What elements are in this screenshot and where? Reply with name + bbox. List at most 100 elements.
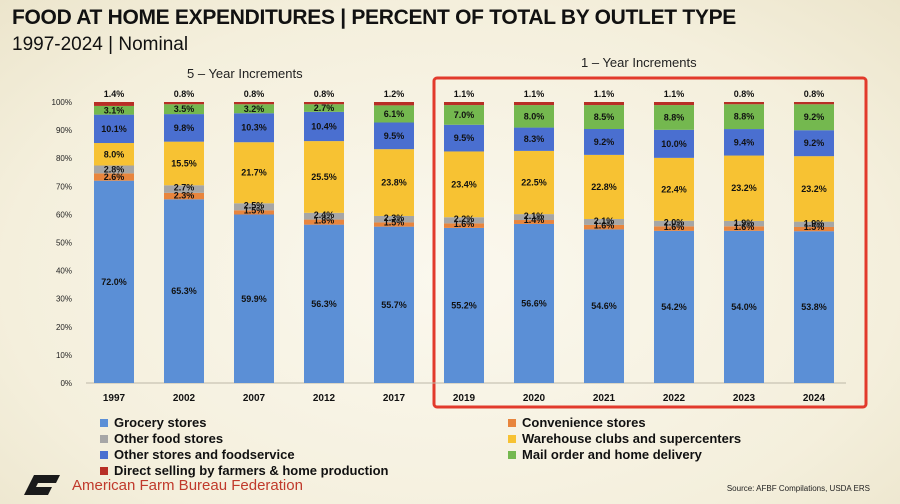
data-label: 2.4% (314, 210, 335, 220)
x-tick-label: 2023 (733, 393, 756, 404)
data-label: 8.0% (104, 149, 125, 159)
data-label: 23.4% (451, 179, 477, 189)
legend-swatch (508, 434, 516, 443)
bar-segment (724, 226, 764, 231)
bar-segment (654, 226, 694, 231)
data-label: 2.0% (664, 218, 685, 228)
data-label: 3.1% (104, 105, 125, 115)
data-label: 1.1% (594, 89, 615, 99)
bar-segment (584, 105, 624, 130)
data-label: 1.1% (664, 89, 685, 99)
data-label: 9.8% (174, 123, 195, 133)
legend-item: Direct selling by farmers & home product… (100, 463, 389, 478)
data-label: 56.3% (311, 299, 337, 309)
legend-swatch (100, 450, 108, 459)
data-label: 10.4% (311, 121, 337, 131)
bar-segment (794, 231, 834, 383)
bar-segment (794, 221, 834, 227)
bar-segment (164, 102, 204, 105)
y-tick-label: 60% (56, 210, 72, 219)
bar-segment (164, 192, 204, 200)
data-label: 1.5% (244, 206, 265, 216)
legend-label: Mail order and home delivery (522, 447, 702, 462)
bar-segment (794, 102, 834, 105)
data-label: 1.1% (454, 89, 475, 99)
data-label: 3.5% (174, 104, 195, 114)
data-label: 1.6% (594, 220, 615, 230)
y-tick-label: 70% (56, 182, 72, 191)
data-label: 9.4% (734, 137, 755, 147)
y-tick-label: 100% (52, 98, 72, 107)
data-label: 8.5% (594, 112, 615, 122)
data-label: 9.2% (804, 112, 825, 122)
bar-segment (654, 105, 694, 130)
data-label: 65.3% (171, 286, 197, 296)
bar-segment (164, 114, 204, 142)
bar-segment (94, 105, 134, 115)
legend-label: Grocery stores (114, 415, 207, 430)
afbf-logo: American Farm Bureau Federation (22, 473, 303, 497)
y-tick-label: 50% (56, 239, 72, 248)
x-tick-label: 2012 (313, 393, 336, 404)
data-label: 23.2% (801, 184, 827, 194)
data-label: 1.4% (524, 215, 545, 225)
bar-segment (444, 102, 484, 106)
y-tick-label: 40% (56, 267, 72, 276)
data-label: 1.6% (664, 222, 685, 232)
y-tick-label: 20% (56, 323, 72, 332)
y-tick-label: 10% (56, 351, 72, 360)
data-label: 2.1% (524, 211, 545, 221)
bar-segment (724, 230, 764, 383)
data-label: 8.8% (734, 112, 755, 122)
bar-segment (794, 226, 834, 232)
bar-segment (304, 141, 344, 213)
bar-segment (374, 149, 414, 216)
bar-segment (374, 222, 414, 227)
bar-segment (724, 220, 764, 227)
data-label: 55.7% (381, 300, 407, 310)
data-label: 15.5% (171, 158, 197, 168)
bar-segment (444, 223, 484, 228)
data-label: 1.6% (734, 222, 755, 232)
data-label: 2.8% (104, 164, 125, 174)
data-label: 25.5% (311, 172, 337, 182)
x-tick-label: 2017 (383, 393, 406, 404)
x-tick-label: 2002 (173, 393, 196, 404)
legend-item: Mail order and home delivery (508, 447, 702, 462)
chart-subtitle: 1997-2024 | Nominal (12, 34, 189, 55)
bar-segment (374, 102, 414, 106)
legend-item: Other food stores (100, 431, 223, 446)
data-label: 8.8% (664, 112, 685, 122)
bar-segment (234, 142, 274, 204)
bar-segment (304, 224, 344, 383)
data-label: 56.6% (521, 298, 547, 308)
bar-segment (724, 102, 764, 105)
data-label: 1.9% (734, 218, 755, 228)
data-label: 10.0% (661, 139, 687, 149)
bar-segment (374, 105, 414, 123)
bar-segment (234, 104, 274, 114)
bar-segment (164, 104, 204, 115)
legend-label: Other food stores (114, 431, 224, 446)
data-label: 21.7% (241, 168, 267, 178)
y-tick-label: 90% (56, 126, 72, 135)
bar-segment (514, 127, 554, 151)
bar-segment (584, 219, 624, 225)
legend-label: Other stores and foodservice (114, 447, 295, 462)
data-label: 2.3% (174, 190, 195, 200)
fb-logo-icon (24, 475, 60, 495)
bar-segment (444, 105, 484, 125)
x-tick-label: 2020 (523, 393, 546, 404)
chart-title: FOOD AT HOME EXPENDITURES | PERCENT OF T… (12, 6, 737, 29)
data-label: 1.5% (804, 222, 825, 232)
bar-segment (234, 102, 274, 105)
x-tick-label: 2021 (593, 393, 616, 404)
data-label: 2.7% (174, 182, 195, 192)
legend-item: Warehouse clubs and supercenters (508, 431, 741, 446)
source-note: Source: AFBF Compilations, USDA ERS (726, 484, 870, 493)
bar-segment (584, 102, 624, 106)
bar-segment (374, 122, 414, 150)
bar-segment (724, 155, 764, 221)
data-label: 54.2% (661, 302, 687, 312)
